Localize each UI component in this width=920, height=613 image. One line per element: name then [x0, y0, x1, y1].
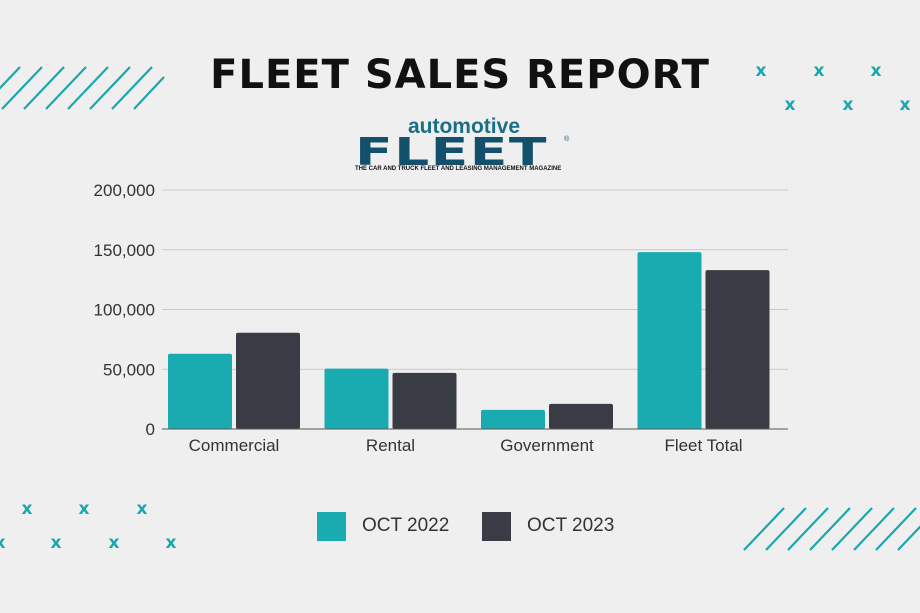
- x-mark-icon: x: [79, 499, 90, 519]
- y-tick-label: 50,000: [103, 360, 155, 379]
- x-mark-icon: x: [109, 533, 120, 553]
- x-mark-icon: x: [51, 533, 62, 553]
- x-mark-icon: x: [843, 95, 854, 115]
- legend-item-oct-2022: OCT 2022: [317, 511, 449, 541]
- y-tick-label: 100,000: [94, 301, 155, 320]
- legend-swatch-oct-2023: [482, 511, 511, 541]
- bar: [392, 372, 457, 429]
- x-mark-icon: x: [137, 499, 148, 519]
- page-title: FLEET SALES REPORT: [210, 52, 710, 98]
- x-mark-icon: x: [22, 499, 33, 519]
- automotive-fleet-logo: automotive FLEET ® THE CAR AND TRUCK FLE…: [355, 116, 570, 176]
- legend-label-oct-2023: OCT 2023: [527, 515, 615, 536]
- x-mark-icon: x: [0, 533, 6, 553]
- logo-small-text: automotive: [407, 115, 520, 138]
- logo-big-text: FLEET: [355, 130, 548, 174]
- bar: [705, 270, 770, 429]
- x-tick-label: Fleet Total: [664, 436, 742, 455]
- y-tick-label: 150,000: [94, 241, 155, 260]
- bar: [549, 403, 613, 429]
- x-mark-icon: x: [871, 61, 882, 81]
- x-mark-icon: x: [166, 533, 177, 553]
- logo-tagline: THE CAR AND TRUCK FLEET AND LEASING MANA…: [355, 166, 562, 172]
- x-mark-icon: x: [756, 61, 767, 81]
- x-tick-label: Commercial: [189, 436, 280, 455]
- legend-item-oct-2023: OCT 2023: [482, 511, 614, 541]
- x-mark-icon: x: [900, 95, 910, 115]
- bar: [324, 368, 389, 429]
- y-tick-label: 200,000: [94, 181, 155, 200]
- y-tick-label: 0: [146, 420, 155, 439]
- bar: [236, 332, 300, 429]
- bar: [168, 353, 232, 429]
- x-mark-icon: x: [785, 95, 796, 115]
- stripes-top-left-decoration: [0, 66, 165, 110]
- legend-label-oct-2022: OCT 2022: [362, 515, 450, 536]
- bar: [637, 252, 702, 429]
- bar: [481, 409, 545, 429]
- x-tick-label: Rental: [366, 436, 415, 455]
- legend-swatch-oct-2022: [317, 511, 346, 541]
- logo-registered-mark: ®: [564, 136, 570, 143]
- stripes-bottom-right-decoration: [743, 507, 920, 551]
- x-marks-top-right-decoration: x x xx x x: [756, 61, 910, 115]
- x-mark-icon: x: [814, 61, 825, 81]
- x-tick-label: Government: [500, 436, 594, 455]
